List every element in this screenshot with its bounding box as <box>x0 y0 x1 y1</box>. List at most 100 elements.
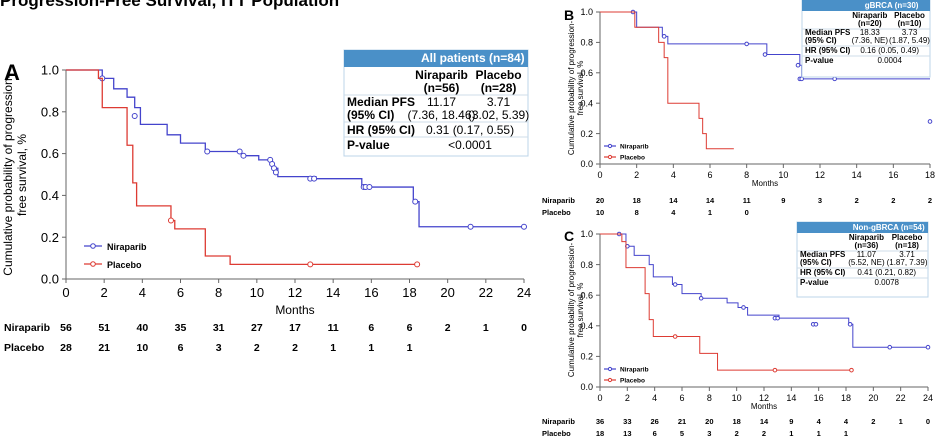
panel-b-series-placebo-line <box>600 11 734 150</box>
panel-a-table-header-bg <box>344 50 528 67</box>
panel-b-series-niraparib-censor-mark <box>762 52 768 57</box>
panel-b-table-median-placebo: 3.73 <box>902 28 918 37</box>
panel-c-table-median-label2: (95% CI) <box>800 258 832 267</box>
panel-a-at-risk-value: 2 <box>292 342 298 354</box>
panel-b-table-hr-label: HR (95% CI) <box>805 46 851 55</box>
panel-a-at-risk-value: 35 <box>175 322 187 334</box>
panel-a-x-tick-label: 18 <box>402 285 416 300</box>
panel-b-x-tick-label: 18 <box>925 170 935 180</box>
panel-c-x-tick-label: 6 <box>679 393 684 403</box>
panel-a-table-col-placebo-n: (n=28) <box>481 81 517 95</box>
panel-a-table-median-placebo-ci: (3.02, 5.39) <box>468 108 529 122</box>
panel-c-at-risk-value: 18 <box>596 429 604 438</box>
panel-c-at-risk-value: 18 <box>732 417 740 426</box>
panel-b-table-p-label: P-value <box>805 56 834 65</box>
panel-b-table-col-niraparib: Niraparib <box>852 11 887 20</box>
panel-b-series-niraparib-censor-mark <box>832 76 837 82</box>
panel-a-series-niraparib-censor-mark <box>412 198 419 205</box>
panel-a-x-tick-label: 8 <box>215 285 222 300</box>
panel-c-y-tick-label: 0.6 <box>580 290 593 300</box>
panel-c-at-risk-label: Placebo <box>542 429 571 438</box>
panel-c-at-risk-value: 21 <box>678 417 686 426</box>
panel-a-at-risk-value: 31 <box>213 322 225 334</box>
panel-a-series-placebo-line <box>66 69 420 266</box>
panel-c-series-placebo-censor-mark <box>849 367 854 373</box>
panel-c-series-placebo-censor-mark <box>672 334 678 339</box>
panel-c-at-risk-value: 2 <box>735 429 739 438</box>
panel-c-x-tick-label: 18 <box>841 393 851 403</box>
panel-a-series-niraparib-censor-mark <box>521 223 527 230</box>
panel-a-x-tick-label: 12 <box>288 285 302 300</box>
panel-a-at-risk-value: 1 <box>483 322 489 334</box>
panel-c-x-tick-label: 2 <box>625 393 630 403</box>
panel-b-at-risk-value: 2 <box>855 196 859 205</box>
panel-c-at-risk-value: 4 <box>817 417 822 426</box>
panel-a-x-tick-label: 14 <box>326 285 340 300</box>
panel-a-table-hr-label: HR (95% CI) <box>347 123 415 137</box>
panel-c-series-niraparib-censor-mark <box>672 282 678 287</box>
panel-c-table-median-placebo-ci: (1.87, 7.39) <box>887 258 928 267</box>
panel-a-at-risk-value: 1 <box>330 342 336 354</box>
panel-a-series-placebo-censor-mark <box>414 261 421 268</box>
panel-a-x-tick-label: 6 <box>177 285 184 300</box>
panel-c-legend-label: Placebo <box>620 378 645 385</box>
panel-b-series-niraparib-line <box>600 11 930 80</box>
panel-a-at-risk-value: 10 <box>136 342 148 354</box>
panel-c-x-tick-label: 16 <box>814 393 824 403</box>
panel-a-table-col-placebo: Placebo <box>476 68 522 82</box>
panel-a-at-risk-value: 27 <box>251 322 263 334</box>
panel-c-xlabel: Months <box>751 402 777 411</box>
panel-c-table-col-niraparib-n: (n=36) <box>855 241 879 250</box>
panel-a-legend-marker <box>90 261 96 267</box>
panel-b-at-risk-value: 9 <box>781 196 785 205</box>
panel-b-series-niraparib-censor-mark <box>927 119 933 124</box>
panel-c-table-p-label: P-value <box>800 278 829 287</box>
panel-c-at-risk-value: 5 <box>680 429 684 438</box>
panel-b-x-tick-label: 4 <box>671 170 676 180</box>
panel-b-table-median-niraparib-ci: (7.36, NE) <box>852 36 889 45</box>
panel-c-x-tick-label: 14 <box>786 393 796 403</box>
panel-b-table-col-placebo: Placebo <box>894 11 925 20</box>
panel-b-at-risk-value: 1 <box>708 208 712 217</box>
panel-a-table-col-niraparib-n: (n=56) <box>424 81 460 95</box>
panel-c-table-hr-label: HR (95% CI) <box>800 268 846 277</box>
panel-a-table-median-niraparib-ci: (7.36, 18.46) <box>407 108 475 122</box>
panel-b-legend-marker <box>607 143 613 149</box>
panel-c-at-risk-value: 20 <box>705 417 713 426</box>
panel-b-legend-label: Niraparib <box>620 144 649 151</box>
panel-b-y-tick-label: 0.2 <box>580 129 593 139</box>
panel-b-y-tick-label: 0.0 <box>580 159 593 169</box>
panel-a-x-tick-label: 4 <box>139 285 146 300</box>
panel-a-xlabel: Months <box>275 303 314 317</box>
panel-b-series-niraparib-censor-mark <box>799 76 804 82</box>
panel-b-table-frame <box>801 0 931 78</box>
panel-b-at-risk-label: Niraparib <box>542 196 575 205</box>
panel-c-at-risk-value: 33 <box>623 417 631 426</box>
panel-b-x-tick-label: 6 <box>707 170 712 180</box>
panel-a-at-risk-label: Placebo <box>4 342 44 354</box>
panel-a-series-niraparib-censor-mark <box>240 152 247 159</box>
panel-a-x-tick-label: 2 <box>101 285 108 300</box>
panel-a-label: A <box>4 60 20 85</box>
panel-c-table-hr-value: 0.41 (0.21, 0.82) <box>857 268 916 277</box>
panel-c-series-niraparib-censor-mark <box>847 321 853 327</box>
panel-b-x-tick-label: 2 <box>634 170 639 180</box>
panel-a-table-median-label: Median PFS <box>347 95 415 109</box>
panel-b-series-niraparib-censor-mark <box>795 62 801 68</box>
panel-c-summary-table: Non-gBRCA (n=54)Niraparib Placebo (n=36) (n… <box>796 221 929 298</box>
panel-c-legend-marker <box>607 377 613 383</box>
panel-b-table-col-placebo-n: (n=10) <box>898 19 922 28</box>
panel-b-y-tick-label: 0.6 <box>580 68 593 78</box>
panel-a-legend-label: Placebo <box>107 260 142 270</box>
panel-b-at-risk-value: 10 <box>596 208 604 217</box>
panel-c-at-risk-value: 3 <box>707 429 711 438</box>
panel-a-at-risk-value: 6 <box>407 322 413 334</box>
panel-b-table-median-label2: (95% CI) <box>805 36 837 45</box>
panel-a-y-tick-label: 0.4 <box>41 188 59 203</box>
panel-a-summary-table: All patients (n=84) Niraparib Placebo (n=56… <box>343 49 529 157</box>
panel-c-table-col-niraparib: Niraparib <box>849 233 884 242</box>
panel-a-at-risk-value: 1 <box>368 342 374 354</box>
